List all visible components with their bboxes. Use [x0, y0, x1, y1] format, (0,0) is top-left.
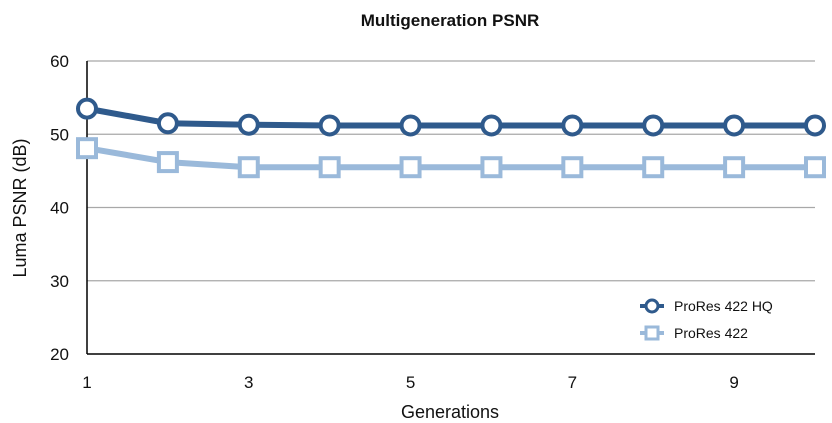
data-point: [480, 114, 503, 137]
series-group: [76, 97, 826, 179]
data-point: [642, 114, 665, 137]
x-tick-label: 3: [244, 373, 253, 392]
y-tick-label: 30: [50, 272, 69, 291]
y-tick-label: 20: [50, 345, 69, 364]
data-point: [156, 151, 179, 174]
x-tick-label: 7: [568, 373, 577, 392]
legend-marker: [644, 325, 660, 341]
x-tick-label: 5: [406, 373, 415, 392]
x-tick-label: 1: [82, 373, 91, 392]
data-point: [561, 114, 584, 137]
data-point: [561, 156, 584, 179]
legend-item: ProRes 422 HQ: [640, 298, 773, 314]
data-point: [804, 156, 826, 179]
x-axis-label: Generations: [401, 402, 499, 422]
series-line: [86, 105, 815, 129]
data-point: [318, 156, 341, 179]
y-tick-labels: 20 30 40 50 60: [50, 52, 69, 364]
gridlines: [87, 60, 815, 282]
data-point: [480, 156, 503, 179]
data-point: [76, 137, 98, 160]
data-point: [237, 113, 260, 136]
series-line: [86, 145, 815, 171]
data-point: [156, 112, 179, 135]
legend: ProRes 422 HQ ProRes 422: [640, 298, 773, 341]
data-point: [723, 114, 746, 137]
data-point: [804, 114, 826, 137]
y-tick-label: 60: [50, 52, 69, 71]
data-point: [318, 114, 341, 137]
series-prores-422: [76, 137, 826, 179]
data-point: [76, 97, 98, 120]
x-tick-label: 9: [729, 373, 738, 392]
x-tick-labels: 1 3 5 7 9: [82, 373, 739, 392]
data-point: [642, 156, 665, 179]
legend-item: ProRes 422: [640, 325, 748, 341]
series-prores-422-hq: [76, 97, 826, 137]
y-tick-label: 40: [50, 199, 69, 218]
data-point: [399, 114, 422, 137]
y-axis-label: Luma PSNR (dB): [10, 138, 30, 277]
y-tick-label: 50: [50, 125, 69, 144]
legend-label: ProRes 422 HQ: [674, 298, 773, 314]
legend-label: ProRes 422: [674, 325, 748, 341]
legend-marker: [644, 298, 660, 314]
chart-title: Multigeneration PSNR: [361, 11, 540, 30]
data-point: [399, 156, 422, 179]
data-point: [237, 156, 260, 179]
data-point: [723, 156, 746, 179]
